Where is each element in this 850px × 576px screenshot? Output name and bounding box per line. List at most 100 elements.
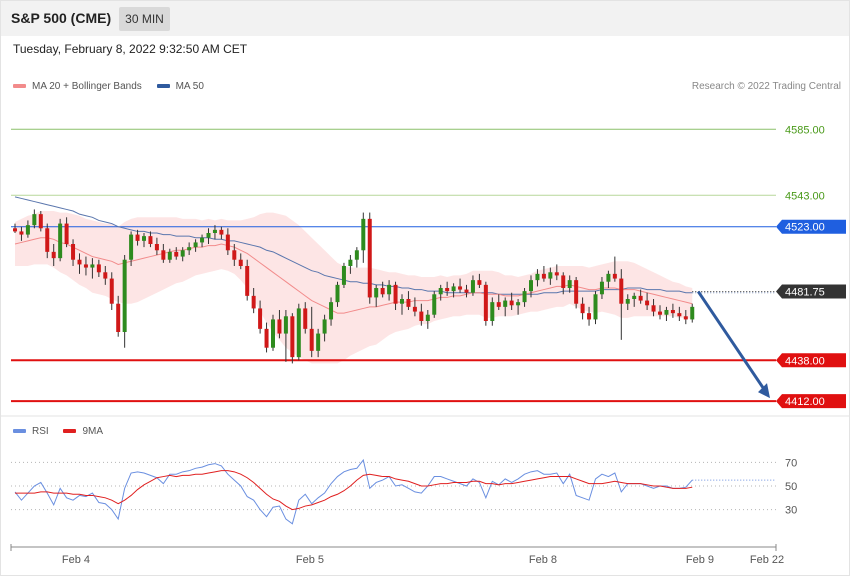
candle-body <box>632 295 637 299</box>
title-bar: S&P 500 (CME) 30 MIN <box>0 0 850 36</box>
candle-body <box>690 306 695 320</box>
candle-body <box>271 319 275 348</box>
candle-body <box>90 264 95 268</box>
candle <box>580 297 585 320</box>
candle <box>180 247 185 262</box>
legend-swatch-ma20 <box>13 84 26 89</box>
time-axis-label-1: Feb 5 <box>296 554 324 566</box>
candle-body <box>116 303 121 332</box>
candle-body <box>380 288 385 295</box>
candle <box>206 228 211 244</box>
candle-body <box>574 280 579 304</box>
current-price-tag-label: 4481.75 <box>785 287 825 299</box>
candle-body <box>470 280 475 293</box>
candle <box>651 299 656 317</box>
candle <box>625 294 630 310</box>
candle-body <box>567 280 572 288</box>
candle <box>548 267 553 285</box>
candle <box>412 297 417 317</box>
interval-button[interactable]: 30 MIN <box>119 7 170 31</box>
candle-body <box>419 311 424 321</box>
candle <box>187 242 192 255</box>
candle-body <box>374 288 379 298</box>
candle <box>13 223 17 233</box>
candle <box>367 212 372 304</box>
candle-body <box>51 251 56 259</box>
candle <box>167 248 172 263</box>
candle <box>296 303 301 361</box>
candle-body <box>670 310 675 314</box>
candle <box>490 297 495 326</box>
time-axis-label-2: Feb 8 <box>529 554 557 566</box>
candle-body <box>451 286 456 292</box>
candle-body <box>522 291 527 303</box>
candle-body <box>13 228 17 232</box>
level-label-1: 4543.00 <box>785 190 825 202</box>
candle <box>122 255 127 348</box>
candle <box>309 306 314 358</box>
candle <box>316 328 321 358</box>
candle <box>251 288 256 314</box>
candle-body <box>187 247 192 251</box>
candle <box>154 237 159 255</box>
candle <box>283 310 288 362</box>
candle <box>522 288 527 307</box>
forecast-arrow <box>697 290 768 393</box>
candle-body <box>64 223 69 244</box>
candle <box>541 266 546 282</box>
candle <box>664 306 669 321</box>
candle-body <box>335 284 340 303</box>
candle-body <box>458 286 463 290</box>
candle-body <box>180 250 185 257</box>
candle-body <box>245 266 250 296</box>
candle <box>271 314 275 351</box>
candle <box>535 269 540 287</box>
candle-body <box>535 273 540 281</box>
bollinger-band <box>15 211 693 364</box>
candle <box>632 292 637 307</box>
candle-body <box>348 259 353 266</box>
candle-body <box>122 259 127 332</box>
candle <box>71 239 76 266</box>
candle <box>232 244 237 266</box>
candle <box>116 295 121 337</box>
candle-body <box>658 311 662 315</box>
candle <box>432 291 437 318</box>
candle-body <box>393 284 398 304</box>
rsi-level-label-2: 30 <box>785 505 797 517</box>
candle <box>19 226 24 241</box>
candle-body <box>529 280 533 292</box>
candle-body <box>148 236 153 244</box>
candle <box>503 297 508 317</box>
candle <box>593 291 598 325</box>
candle-body <box>509 300 514 306</box>
candle <box>496 294 501 310</box>
candle-body <box>516 302 521 306</box>
candle <box>264 322 269 353</box>
candle <box>135 229 140 246</box>
candle-body <box>142 236 146 241</box>
candle <box>245 259 250 301</box>
candle <box>148 231 153 248</box>
legend-swatch-9ma <box>63 429 77 434</box>
candle-body <box>129 234 134 260</box>
candle <box>322 314 327 342</box>
candle-body <box>32 214 37 226</box>
candle-body <box>277 319 282 334</box>
candle-body <box>19 231 24 235</box>
level-tag-3-shape <box>776 353 846 368</box>
candle <box>483 281 488 326</box>
candle-body <box>412 306 417 312</box>
candle-body <box>258 308 263 329</box>
candle-body <box>135 234 140 241</box>
candle-body <box>651 305 656 312</box>
candle-body <box>193 242 198 248</box>
legend-item-rsi: RSI <box>13 426 51 437</box>
candle <box>45 223 50 259</box>
candle-body <box>367 218 372 298</box>
candle-body <box>38 214 43 229</box>
candle-body <box>580 303 585 314</box>
candle <box>464 284 469 298</box>
candle-body <box>238 259 243 266</box>
